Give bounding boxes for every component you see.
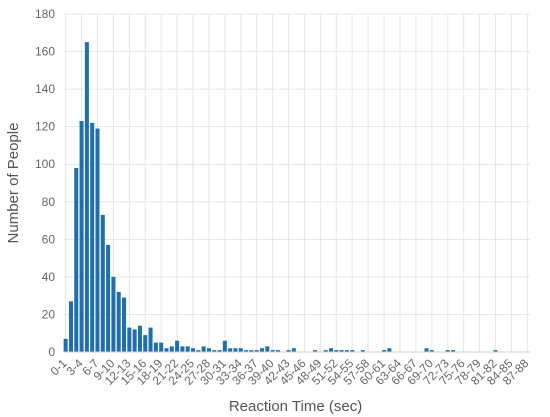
histogram-bar [185,346,190,352]
histogram-bar [63,338,68,352]
histogram-bar [429,350,434,352]
histogram-bar [233,348,238,352]
y-tick-label: 100 [35,157,55,171]
y-tick-label: 160 [35,45,55,59]
histogram-bar [206,348,211,352]
histogram-bar [445,350,450,352]
histogram-bar [238,348,243,352]
histogram-bar [217,350,222,352]
histogram-bar [191,348,196,352]
histogram-bar [244,350,249,352]
histogram-bar [344,350,349,352]
y-tick-label: 140 [35,82,55,96]
histogram-bar [382,350,387,352]
bars-layer [63,42,498,353]
histogram-bar [222,340,227,352]
histogram-bar [74,167,79,352]
histogram-bar [180,346,185,352]
histogram-bar [132,329,137,352]
histogram-bar [175,340,180,352]
y-tick-label: 20 [42,307,56,321]
histogram-bar [228,348,233,352]
histogram-bar [424,348,429,352]
histogram-bar [137,325,142,352]
histogram-bar [196,350,201,352]
histogram-bar [127,327,132,352]
histogram-bar [100,214,105,352]
histogram-bar [159,342,164,352]
histogram-bar [360,350,365,352]
y-tick-label: 40 [42,270,56,284]
histogram-bar [169,346,174,352]
histogram-bar [90,122,95,353]
histogram-bar [111,276,116,352]
y-tick-label: 180 [35,7,55,21]
histogram-bar [334,350,339,352]
histogram-bar [270,350,275,352]
histogram-bar [79,121,84,353]
histogram-bar [153,342,158,352]
histogram-bar [493,350,498,352]
y-axis-title: Number of People [5,123,22,244]
histogram-bar [313,350,318,352]
y-tick-label: 0 [48,345,55,359]
histogram-bar [339,350,344,352]
histogram-bar [68,301,73,352]
y-tick-label: 60 [42,232,56,246]
y-tick-label: 120 [35,120,55,134]
histogram-bar [201,346,206,352]
histogram-bar [254,350,259,352]
histogram-bar [148,327,153,352]
histogram-bar [275,350,280,352]
histogram-bar [106,244,111,352]
histogram-bar [84,42,89,353]
histogram-bar [323,350,328,352]
histogram-bar [164,348,169,352]
histogram-bar [212,350,217,352]
histogram-bar [286,350,291,352]
histogram-bar [387,348,392,352]
histogram-bar [350,350,355,352]
histogram-bar [451,350,456,352]
histogram-bar [116,291,121,352]
grid-layer [63,13,530,353]
histogram-bar [259,348,265,352]
histogram-bar [95,128,100,352]
histogram-bar [122,297,127,352]
histogram-bar [265,346,270,352]
x-axis-title: Reaction Time (sec) [229,398,362,415]
histogram-bar [328,348,334,352]
histogram-bar [249,350,254,352]
histogram-bar [143,335,148,352]
histogram-bar [291,348,296,352]
y-tick-label: 80 [42,195,56,209]
